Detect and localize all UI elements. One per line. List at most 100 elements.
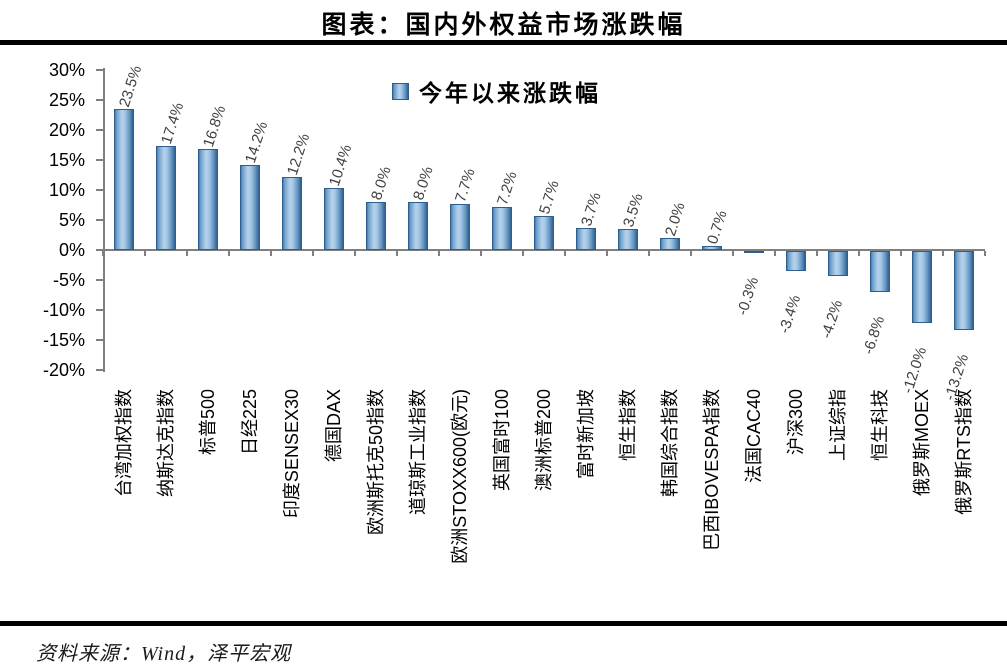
category-label: 富时新加坡 xyxy=(576,389,596,479)
bar xyxy=(492,206,512,250)
y-axis-label: 30% xyxy=(48,60,85,80)
category-label: 沪深300 xyxy=(786,389,806,456)
y-tick xyxy=(96,69,103,71)
y-axis-label: 25% xyxy=(48,90,85,110)
x-tick xyxy=(102,251,104,256)
bar xyxy=(702,245,722,250)
value-label: 2.0% xyxy=(662,200,689,239)
y-axis-label: -15% xyxy=(42,330,85,350)
bar xyxy=(660,238,680,250)
bar xyxy=(408,202,428,250)
x-tick xyxy=(522,251,524,256)
legend-label: 今年以来涨跌幅 xyxy=(419,81,601,106)
value-label: 23.5% xyxy=(116,63,146,110)
y-axis-label: 0% xyxy=(58,240,85,260)
value-label: 3.7% xyxy=(578,190,605,229)
category-label: 恒生指数 xyxy=(618,389,638,461)
x-tick xyxy=(438,251,440,256)
y-axis-line xyxy=(103,68,105,372)
bottom-divider xyxy=(0,621,1007,626)
category-label: 法国CAC40 xyxy=(744,389,764,484)
category-label: 恒生科技 xyxy=(870,389,890,461)
bar xyxy=(282,176,302,250)
value-label: -12.0% xyxy=(899,345,931,396)
value-label: 12.2% xyxy=(284,131,314,178)
value-label: 5.7% xyxy=(536,178,563,217)
x-tick xyxy=(564,251,566,256)
bar xyxy=(450,203,470,250)
x-tick xyxy=(942,251,944,256)
x-tick xyxy=(606,251,608,256)
x-tick xyxy=(900,251,902,256)
x-tick xyxy=(690,251,692,256)
bar xyxy=(114,109,134,250)
bar xyxy=(870,251,890,292)
value-label: -6.8% xyxy=(859,313,889,357)
y-axis-label: -5% xyxy=(52,270,85,290)
bar xyxy=(534,215,554,250)
value-label: 17.4% xyxy=(158,100,188,146)
x-tick xyxy=(984,251,986,256)
x-tick xyxy=(774,251,776,256)
value-label: 3.5% xyxy=(620,191,647,230)
x-tick xyxy=(144,251,146,256)
bar xyxy=(912,251,932,323)
x-tick xyxy=(732,251,734,256)
category-label: 俄罗斯MOEX xyxy=(912,389,932,497)
category-label: 澳洲标普200 xyxy=(534,389,554,492)
y-tick xyxy=(96,279,103,281)
category-label: 韩国综合指数 xyxy=(660,389,680,497)
legend: 今年以来涨跌幅 xyxy=(392,74,601,108)
y-axis-label: 15% xyxy=(48,150,85,170)
legend-swatch-icon xyxy=(392,82,409,100)
category-label: 德国DAX xyxy=(324,389,344,463)
y-axis-label: 20% xyxy=(48,120,85,140)
category-label: 纳斯达克指数 xyxy=(156,389,176,497)
category-label: 欧洲STOXX600(欧元) xyxy=(450,389,470,564)
y-axis-label: 5% xyxy=(58,210,85,230)
bar xyxy=(198,149,218,250)
value-label: 8.0% xyxy=(410,164,437,203)
y-tick xyxy=(96,99,103,101)
value-label: 14.2% xyxy=(242,119,272,166)
bar xyxy=(786,251,806,272)
x-tick xyxy=(648,251,650,256)
bar xyxy=(954,251,974,331)
value-label: 0.7% xyxy=(704,208,731,247)
y-tick xyxy=(96,369,103,371)
value-label: -3.4% xyxy=(775,293,805,336)
y-tick xyxy=(96,249,103,251)
category-label: 道琼斯工业指数 xyxy=(408,389,428,515)
x-tick xyxy=(480,251,482,256)
x-tick xyxy=(816,251,818,256)
category-label: 标普500 xyxy=(198,389,218,456)
x-tick xyxy=(396,251,398,256)
y-tick xyxy=(96,129,103,131)
y-axis-label: -20% xyxy=(42,360,85,380)
y-tick xyxy=(96,309,103,311)
bar xyxy=(156,145,176,250)
y-tick xyxy=(96,219,103,221)
category-label: 欧洲斯托克50指数 xyxy=(366,389,386,536)
value-label: 7.7% xyxy=(452,166,479,205)
category-label: 英国富时100 xyxy=(492,389,512,492)
x-tick xyxy=(186,251,188,256)
bar xyxy=(324,187,344,250)
category-label: 上证综指 xyxy=(828,389,848,461)
x-tick xyxy=(228,251,230,256)
bar xyxy=(240,164,260,250)
category-label: 俄罗斯RTS指数 xyxy=(954,389,974,515)
value-label: 10.4% xyxy=(326,142,356,188)
category-label: 日经225 xyxy=(240,389,260,456)
x-tick xyxy=(270,251,272,256)
x-tick xyxy=(312,251,314,256)
category-label: 台湾加权指数 xyxy=(114,389,134,497)
source-note: 资料来源：Wind，泽平宏观 xyxy=(36,643,292,665)
value-label: -0.3% xyxy=(733,275,763,318)
category-label: 印度SENSEX30 xyxy=(282,389,302,519)
chart-title: 图表：国内外权益市场涨跌幅 xyxy=(321,12,686,39)
y-axis-label: 10% xyxy=(48,180,85,200)
bar xyxy=(828,251,848,277)
x-tick xyxy=(354,251,356,256)
